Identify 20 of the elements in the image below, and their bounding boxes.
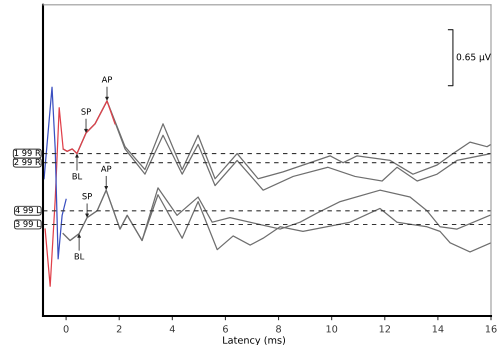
x-tick-label: 6: [223, 325, 228, 333]
ref-line-label: 1 99 R: [14, 150, 41, 156]
ref-line-label: 4 99 L: [15, 206, 41, 214]
annotation: BL: [74, 253, 84, 260]
x-tick-label: 0: [64, 325, 69, 333]
x-tick-label: 14: [432, 325, 444, 332]
annotation: BL: [72, 173, 82, 180]
x-tick-label: 12: [380, 325, 390, 332]
annotation: AP: [102, 76, 112, 83]
ref-line-label: 2 99 R: [14, 158, 41, 166]
text: 0.65 µV: [456, 54, 491, 62]
x-tick-label: 16: [486, 325, 497, 333]
annotation: SP: [81, 108, 91, 115]
x-tick-label: 8: [276, 325, 281, 333]
ref-line-label: 3 99 L: [16, 220, 41, 227]
annotation: SP: [82, 193, 92, 200]
annotation: AP: [100, 166, 112, 172]
x-tick-label: 2: [116, 325, 122, 332]
x-tick-label: 4: [170, 325, 175, 332]
x-tick-label: 10: [326, 325, 338, 333]
